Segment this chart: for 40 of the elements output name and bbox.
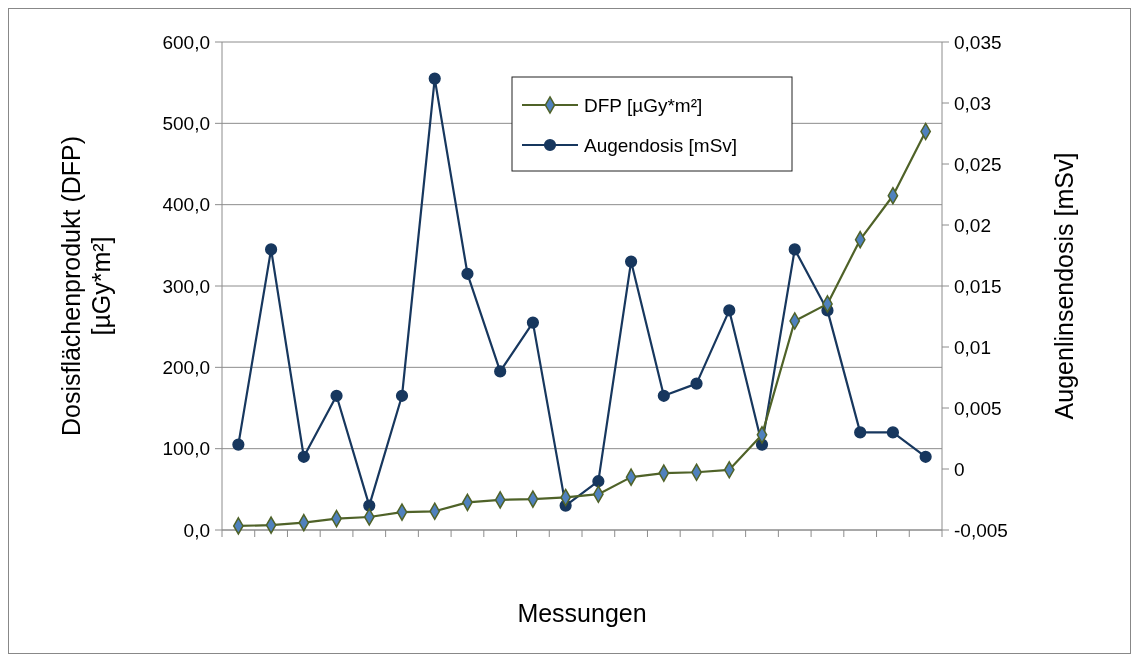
x-axis-title: Messungen [517, 599, 647, 627]
point [232, 438, 245, 451]
y2-tick-label: 0,035 [954, 31, 1002, 53]
y2-tick-label: 0,005 [954, 397, 1002, 419]
y2-tick-label: 0,01 [954, 336, 991, 358]
point [395, 389, 409, 402]
point [526, 316, 540, 329]
point [788, 243, 801, 256]
legend-label: DFP [µGy*m²] [584, 94, 703, 116]
y-tick-label: 400,0 [162, 194, 210, 216]
y2-axis-title: Augenlinsendosis [mSv] [1050, 152, 1078, 420]
y-tick-label: 500,0 [162, 112, 210, 134]
point [624, 255, 638, 268]
y2-tick-label: -0,005 [954, 519, 1008, 541]
point [363, 499, 376, 512]
point [494, 365, 507, 378]
y2-tick-label: 0,025 [954, 153, 1002, 175]
y-tick-label: 200,0 [162, 356, 210, 378]
point [264, 243, 278, 256]
point [919, 450, 932, 463]
point [854, 426, 867, 439]
y2-tick-label: 0,03 [954, 92, 991, 114]
y-tick-label: 100,0 [162, 438, 210, 460]
y-tick-label: 300,0 [162, 275, 210, 297]
y2-tick-label: 0 [954, 458, 965, 480]
point [592, 475, 605, 488]
point [297, 450, 310, 463]
y-tick-label: 600,0 [162, 31, 210, 53]
point [723, 304, 736, 317]
point [330, 389, 343, 402]
point [690, 377, 703, 390]
point [428, 72, 441, 85]
y2-tick-label: 0,015 [954, 275, 1002, 297]
point [886, 426, 900, 439]
point [657, 389, 670, 402]
y2-tick-label: 0,02 [954, 214, 991, 236]
legend-label: Augendosis [mSv] [584, 134, 738, 156]
point [461, 267, 474, 280]
y-tick-label: 0,0 [183, 519, 210, 541]
y-axis-title: Dosisflächenprodukt (DFP) [µGy*m²] [57, 135, 115, 437]
